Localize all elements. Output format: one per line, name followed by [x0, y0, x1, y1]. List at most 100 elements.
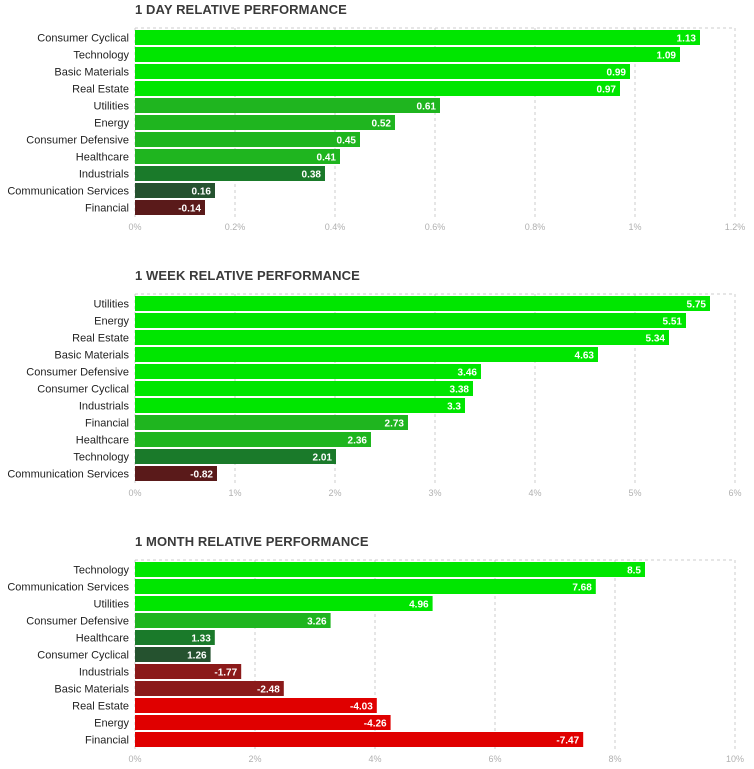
- bar: [135, 579, 596, 594]
- bar: [135, 30, 700, 45]
- category-label: Consumer Defensive: [26, 616, 129, 628]
- category-label: Utilities: [94, 299, 130, 311]
- data-label: 0.52: [372, 119, 392, 130]
- data-label: 2.36: [348, 436, 368, 447]
- data-label: -4.03: [350, 702, 373, 713]
- tick-label: 2%: [248, 754, 261, 764]
- bar: [135, 81, 620, 96]
- bar: [135, 664, 242, 679]
- data-label: 3.3: [447, 402, 461, 413]
- category-label: Industrials: [79, 667, 130, 679]
- bar: [135, 681, 284, 696]
- data-label: 0.16: [192, 187, 212, 198]
- category-label: Healthcare: [76, 435, 129, 447]
- bar: [135, 562, 645, 577]
- category-label: Basic Materials: [54, 67, 129, 79]
- category-label: Healthcare: [76, 633, 129, 645]
- bar: [135, 47, 680, 62]
- data-label: -1.77: [214, 668, 237, 679]
- category-label: Consumer Cyclical: [37, 33, 129, 45]
- chart-1month: 1 MONTH RELATIVE PERFORMANCE 0% 2% 4% 6% 8% 1…: [0, 532, 754, 769]
- tick-label: 0%: [128, 222, 141, 232]
- chart-svg: 0% 0.2% 0.4% 0.6% 0.8% 1% 1.2% Consumer Cyclica…: [7, 27, 746, 232]
- category-label: Consumer Defensive: [26, 135, 129, 147]
- data-label: -2.48: [257, 685, 280, 696]
- tick-label: 0.6%: [425, 222, 446, 232]
- category-label: Real Estate: [72, 333, 129, 345]
- chart-title: 1 MONTH RELATIVE PERFORMANCE: [135, 534, 369, 549]
- data-label: 0.99: [607, 68, 627, 79]
- tick-label: 4%: [368, 754, 381, 764]
- category-label: Energy: [94, 118, 129, 130]
- category-label: Technology: [73, 565, 129, 577]
- bar: [135, 64, 630, 79]
- category-label: Utilities: [94, 599, 130, 611]
- data-label: 5.75: [687, 300, 707, 311]
- data-label: 0.38: [302, 170, 322, 181]
- bar: [135, 132, 360, 147]
- data-label: 2.01: [313, 453, 333, 464]
- category-label: Real Estate: [72, 701, 129, 713]
- bar: [135, 381, 473, 396]
- category-label: Real Estate: [72, 84, 129, 96]
- bar: [135, 715, 391, 730]
- category-label: Energy: [94, 718, 129, 730]
- category-label: Basic Materials: [54, 350, 129, 362]
- tick-label: 5%: [628, 488, 641, 498]
- category-label: Communication Services: [7, 469, 129, 481]
- category-label: Healthcare: [76, 152, 129, 164]
- bar: [135, 98, 440, 113]
- bar: [135, 449, 336, 464]
- data-label: 7.68: [572, 583, 592, 594]
- data-label: 3.46: [458, 368, 478, 379]
- data-label: 1.33: [191, 634, 211, 645]
- category-label: Industrials: [79, 169, 130, 181]
- tick-label: 1.2%: [725, 222, 746, 232]
- chart-svg: 0% 2% 4% 6% 8% 10% Technology 8.5 Communication …: [7, 559, 744, 764]
- data-label: 1.13: [677, 34, 697, 45]
- category-label: Financial: [85, 418, 129, 430]
- tick-label: 10%: [726, 754, 744, 764]
- category-label: Basic Materials: [54, 684, 129, 696]
- chart-svg: 0% 1% 2% 3% 4% 5% 6% Utilities 5.75 Energy 5.51 Rea…: [7, 293, 742, 498]
- bar: [135, 296, 710, 311]
- tick-label: 0%: [128, 488, 141, 498]
- data-label: 8.5: [627, 566, 641, 577]
- category-label: Consumer Cyclical: [37, 384, 129, 396]
- category-label: Financial: [85, 735, 129, 747]
- bar: [135, 200, 205, 215]
- tick-label: 6%: [488, 754, 501, 764]
- chart-1week: 1 WEEK RELATIVE PERFORMANCE 0% 1% 2% 3% 4% 5%…: [0, 266, 754, 506]
- chart-title: 1 DAY RELATIVE PERFORMANCE: [135, 2, 347, 17]
- category-label: Energy: [94, 316, 129, 328]
- data-label: 0.45: [337, 136, 357, 147]
- tick-label: 0.2%: [225, 222, 246, 232]
- data-label: 1.09: [657, 51, 677, 62]
- bar: [135, 166, 325, 181]
- bar: [135, 330, 669, 345]
- tick-label: 1%: [628, 222, 641, 232]
- bar: [135, 115, 395, 130]
- chart-title: 1 WEEK RELATIVE PERFORMANCE: [135, 268, 360, 283]
- tick-label: 8%: [608, 754, 621, 764]
- data-label: 0.61: [417, 102, 437, 113]
- bar: [135, 347, 598, 362]
- tick-label: 1%: [228, 488, 241, 498]
- bar: [135, 596, 433, 611]
- data-label: 5.51: [663, 317, 683, 328]
- tick-label: 0.8%: [525, 222, 546, 232]
- category-label: Industrials: [79, 401, 130, 413]
- tick-label: 3%: [428, 488, 441, 498]
- chart-1day: 1 DAY RELATIVE PERFORMANCE 0% 0.2% 0.4% 0.6…: [0, 0, 754, 240]
- data-label: 3.38: [450, 385, 470, 396]
- bar: [135, 149, 340, 164]
- tick-label: 4%: [528, 488, 541, 498]
- category-label: Communication Services: [7, 582, 129, 594]
- category-label: Financial: [85, 203, 129, 215]
- bar: [135, 398, 465, 413]
- data-label: 3.26: [307, 617, 327, 628]
- data-label: 1.26: [187, 651, 207, 662]
- bar: [135, 432, 371, 447]
- bar: [135, 698, 377, 713]
- tick-label: 0%: [128, 754, 141, 764]
